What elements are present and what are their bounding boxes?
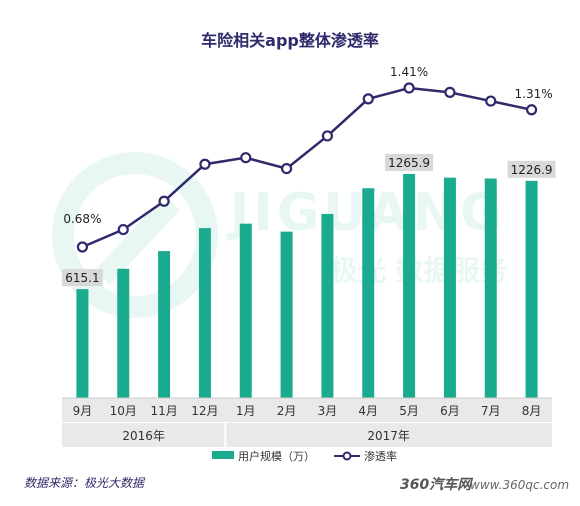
- x-tick-label: 11月: [150, 404, 177, 418]
- x-tick-label: 3月: [318, 404, 338, 418]
- line-point: [280, 162, 293, 175]
- data-source: 数据来源：极光大数据: [24, 476, 146, 490]
- site-watermark: www.360qc.com: [470, 478, 569, 492]
- line-point: [362, 93, 374, 105]
- month-axis-band: [62, 398, 552, 422]
- year-axis-band: [62, 423, 552, 447]
- svg-text:1226.9: 1226.9: [511, 163, 553, 177]
- bar: [239, 223, 252, 398]
- year-group-label: 2016年: [122, 429, 165, 443]
- bar: [525, 180, 538, 398]
- bar: [158, 251, 171, 398]
- bar: [280, 231, 293, 398]
- svg-text:615.1: 615.1: [65, 271, 99, 285]
- line-point: [485, 95, 497, 107]
- svg-text:1265.9: 1265.9: [388, 156, 430, 170]
- line-layer: [76, 82, 538, 253]
- x-tick-label: 8月: [522, 404, 542, 418]
- watermark-chinese: 极光 数据服务: [330, 254, 508, 287]
- legend-bar-swatch: [212, 451, 234, 459]
- bar: [117, 268, 130, 398]
- line-point: [321, 130, 334, 142]
- bar-value-label: 615.1: [61, 269, 103, 287]
- legend-line-label: 渗透率: [364, 449, 397, 463]
- line-value-label: 1.31%: [515, 87, 553, 101]
- x-tick-label: 4月: [358, 404, 378, 418]
- category-axis: 9月 10月 11月 12月 1月 2月 3月 4月 5月 6月 7月 8月 2016年 2017年: [62, 397, 552, 447]
- site-logo-text: 360汽车网: [400, 476, 473, 493]
- bars-layer: [76, 173, 538, 398]
- bar: [484, 178, 497, 398]
- line-value-label: 0.68%: [63, 212, 101, 226]
- line-point: [158, 195, 170, 207]
- bar: [198, 228, 211, 398]
- bar: [321, 213, 334, 398]
- legend-line-marker: [342, 451, 352, 461]
- line-point: [525, 104, 538, 116]
- bar: [76, 289, 89, 398]
- line-point: [117, 223, 129, 236]
- bar: [362, 188, 375, 398]
- x-tick-label: 1月: [236, 404, 256, 418]
- line-value-label: 1.41%: [390, 65, 428, 79]
- year-group-label: 2017年: [367, 429, 410, 443]
- x-tick-label: 9月: [73, 404, 93, 418]
- x-tick-label: 5月: [399, 404, 419, 418]
- x-tick-label: 12月: [191, 404, 218, 418]
- bar-value-label: 1226.9: [507, 160, 556, 178]
- line-point: [240, 152, 252, 164]
- line-point: [76, 241, 89, 253]
- x-tick-label: 10月: [110, 404, 137, 418]
- line-point: [199, 158, 211, 170]
- data-labels-layer: 615.1 1265.9 1226.9 0.68% 1.41% 1.31%: [61, 65, 556, 287]
- bar: [443, 177, 456, 398]
- x-tick-label: 6月: [440, 404, 460, 418]
- line-point: [444, 86, 456, 98]
- bar: [403, 173, 416, 398]
- x-tick-label: 2月: [277, 404, 297, 418]
- x-tick-label: 7月: [481, 404, 501, 418]
- line-point: [403, 82, 415, 94]
- legend: 用户规模（万） 渗透率: [212, 449, 397, 463]
- chart-title: 车险相关app整体渗透率: [201, 31, 379, 50]
- legend-bar-label: 用户规模（万）: [238, 449, 315, 463]
- bar-value-label: 1265.9: [385, 153, 434, 171]
- penetration-line: [81, 86, 532, 249]
